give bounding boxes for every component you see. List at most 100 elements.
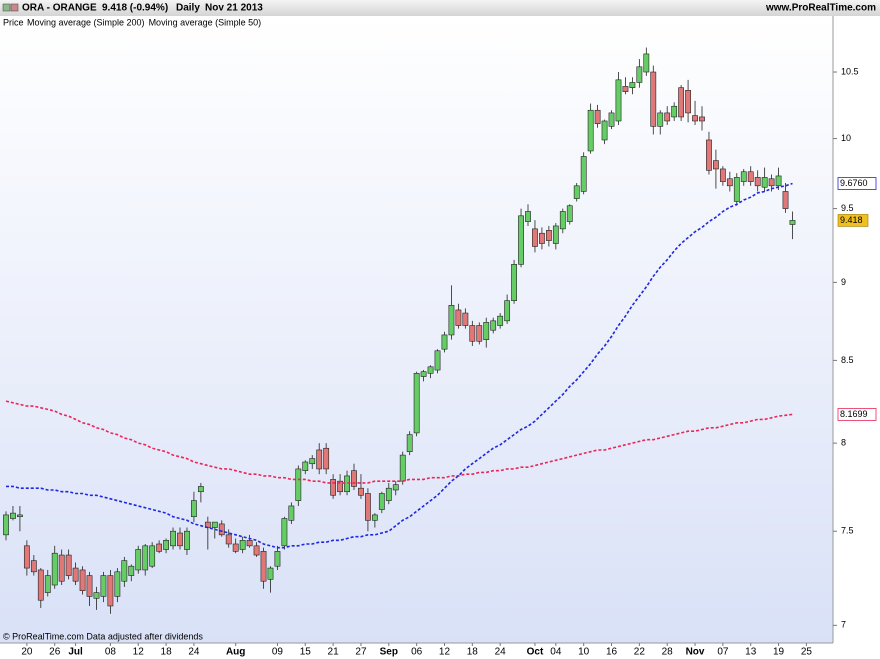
candle-body [121,560,128,582]
candle-body [156,543,163,552]
candle-body [260,551,267,582]
candle-body [657,112,664,127]
candle-body [128,565,135,576]
header-bar [0,0,880,16]
candle-body [559,211,566,230]
symbol: ORA - ORANGE [22,3,97,14]
candle-body [664,112,671,122]
candle-body [93,592,100,599]
quote: 9.418 (-0.94%) [102,3,168,14]
x-tick-label: 21 [328,647,340,658]
candle-body [218,523,225,536]
y-tick-label: 9 [841,277,846,287]
candle-body [288,505,295,521]
moving-average-line [6,182,793,549]
candle-body [337,480,343,493]
candle-body [378,493,385,510]
candle-body [177,532,183,547]
candle-body [3,514,9,536]
candle-body [566,205,573,222]
candle-body [142,545,149,571]
candle-body [114,571,121,597]
candle-body [490,320,497,331]
legend-entry: Moving average (Simple 50) [149,17,262,27]
candle-body [608,112,615,127]
candle-body [371,514,378,521]
y-tick-label: 8 [841,437,846,447]
candle-body [740,171,747,182]
candle-body [149,545,156,567]
y-tick-label: 10.5 [841,66,859,76]
y-tick-label: 10 [841,133,851,143]
candle-body [539,232,545,244]
price-tag-label: 8.1699 [840,409,868,419]
candle-body [385,487,392,501]
candle-body [316,449,323,470]
price-tag [837,177,877,190]
candle-body [525,211,531,222]
price-tag-label: 9.6760 [840,178,868,188]
x-tick-label: 13 [745,647,757,658]
candle-body [768,178,775,187]
candle-body [358,487,364,496]
candle-body [434,350,441,371]
candle-body [211,521,218,528]
candle-body [232,543,239,552]
header-icon[interactable] [2,3,11,12]
candle-body [225,534,232,545]
candle-body [462,312,469,326]
x-tick-label: 04 [550,647,562,658]
candle-body [184,530,190,550]
candle-body [476,325,483,342]
candle-body [726,178,733,187]
candle-body [427,366,434,374]
candle-body [622,86,629,92]
x-tick-label: Jul [68,647,83,658]
site: www.ProRealTime.com [765,3,876,14]
plot-background [0,16,833,643]
candle-body [302,461,309,471]
candle-body [37,569,44,601]
candle-body [448,305,455,336]
candle-body [406,434,413,452]
x-tick-label: 07 [717,647,729,658]
x-tick-label: Oct [527,647,544,658]
candle-body [239,540,246,550]
candle-body [580,156,587,192]
x-tick-label: Sep [380,647,398,658]
candle-body [65,554,72,576]
x-tick-label: 10 [578,647,590,658]
candle-body [483,322,490,340]
candle-body [636,66,643,83]
candle-body [455,309,462,326]
x-tick-label: 27 [355,647,367,658]
x-tick-label: 18 [467,647,479,658]
candle-body [399,454,406,482]
x-tick-label: 19 [773,647,785,658]
candle-body [692,115,698,122]
candle-body [511,264,517,302]
x-tick-label: 28 [662,647,674,658]
candle-body [754,177,761,187]
candle-body [615,79,622,122]
x-tick-label: 08 [105,647,117,658]
candle-body [601,120,608,141]
candle-body [170,530,176,547]
header-icon[interactable] [10,3,19,12]
candle-body [713,160,719,170]
candle-body [135,549,142,571]
x-tick-label: Aug [226,647,245,658]
candle-body [23,545,30,569]
candle-body [643,53,650,73]
x-tick-label: 24 [495,647,507,658]
candle-body [163,540,169,550]
candle-body [650,71,657,127]
candle-body [365,493,371,521]
candle-body [107,575,114,607]
candle-body [761,177,768,188]
candle-body [671,105,678,118]
candle-body [30,560,37,573]
candle-body [191,500,197,518]
candle-body [441,334,448,350]
